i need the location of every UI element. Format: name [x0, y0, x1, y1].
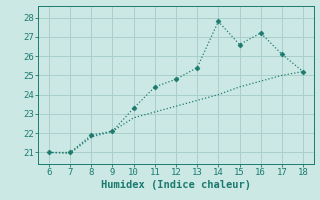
X-axis label: Humidex (Indice chaleur): Humidex (Indice chaleur) [101, 180, 251, 190]
